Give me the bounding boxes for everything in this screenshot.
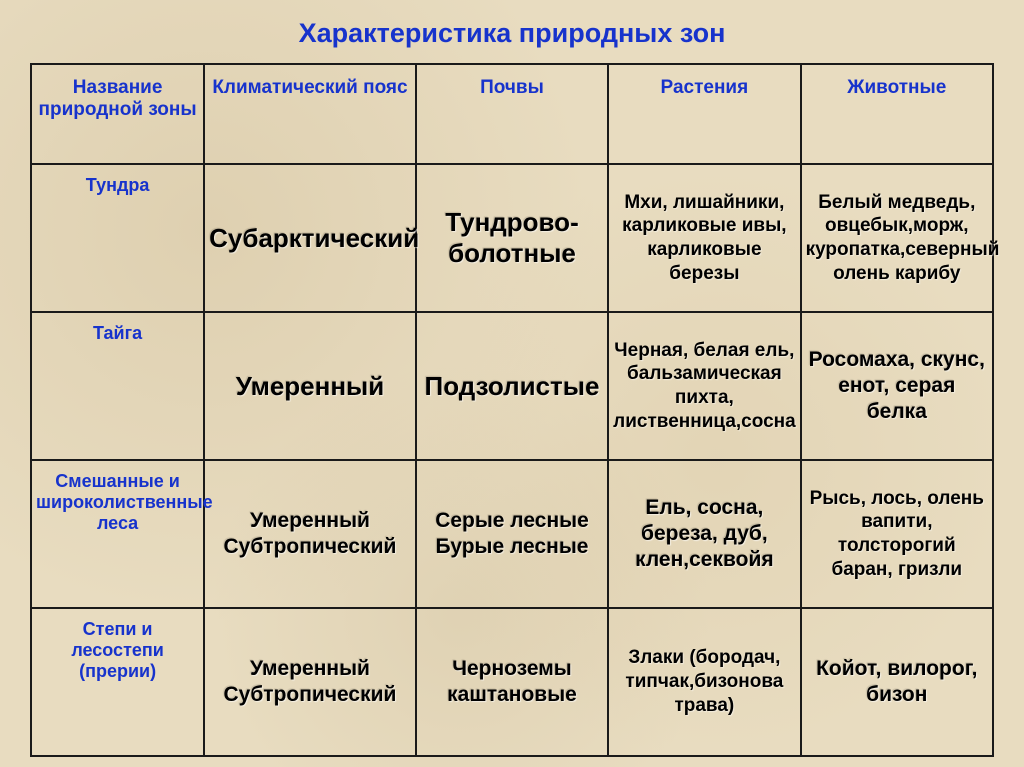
table-row: Тундра Субарктический Тундрово-болотные … xyxy=(31,164,993,312)
table-header-row: Название природной зоны Климатический по… xyxy=(31,64,993,164)
zone-plants: Черная, белая ель, бальзамическая пихта,… xyxy=(608,312,800,460)
table-row: Степи и лесостепи (прерии) Умеренный Суб… xyxy=(31,608,993,756)
zone-climate: Умеренный Субтропический xyxy=(204,460,416,608)
zone-name: Степи и лесостепи (прерии) xyxy=(31,608,204,756)
zone-plants: Ель, сосна, береза, дуб, клен,секвойя xyxy=(608,460,800,608)
zone-animals: Рысь, лось, олень вапити, толсторогий ба… xyxy=(801,460,993,608)
zone-soils: Черноземы каштановые xyxy=(416,608,608,756)
zone-name: Тайга xyxy=(31,312,204,460)
zone-soils: Серые лесные Бурые лесные xyxy=(416,460,608,608)
zone-plants: Злаки (бородач, типчак,бизонова трава) xyxy=(608,608,800,756)
zone-name: Смешанные и широколиственные леса xyxy=(31,460,204,608)
table-row: Тайга Умеренный Подзолистые Черная, бела… xyxy=(31,312,993,460)
zone-animals: Росомаха, скунс, енот, серая белка xyxy=(801,312,993,460)
zone-plants: Мхи, лишайники, карликовые ивы, карликов… xyxy=(608,164,800,312)
zone-climate: Субарктический xyxy=(204,164,416,312)
col-header-climate: Климатический пояс xyxy=(204,64,416,164)
col-header-plants: Растения xyxy=(608,64,800,164)
zone-soils: Подзолистые xyxy=(416,312,608,460)
zone-name: Тундра xyxy=(31,164,204,312)
zone-climate: Умеренный xyxy=(204,312,416,460)
zone-soils: Тундрово-болотные xyxy=(416,164,608,312)
col-header-zone: Название природной зоны xyxy=(31,64,204,164)
zone-animals: Койот, вилорог, бизон xyxy=(801,608,993,756)
zone-climate: Умеренный Субтропический xyxy=(204,608,416,756)
col-header-animals: Животные xyxy=(801,64,993,164)
col-header-soils: Почвы xyxy=(416,64,608,164)
zones-table: Название природной зоны Климатический по… xyxy=(30,63,994,757)
page-title: Характеристика природных зон xyxy=(30,18,994,49)
zone-animals: Белый медведь, овцебык,морж, куропатка,с… xyxy=(801,164,993,312)
table-row: Смешанные и широколиственные леса Умерен… xyxy=(31,460,993,608)
